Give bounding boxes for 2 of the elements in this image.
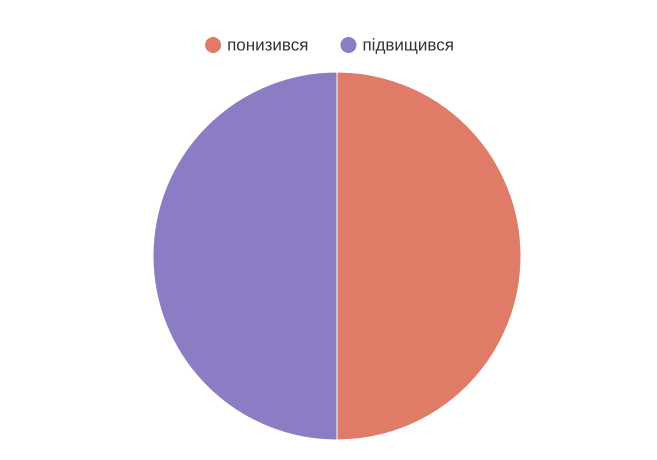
legend-label: понизився xyxy=(227,36,308,54)
legend-label: підвищився xyxy=(362,36,454,54)
